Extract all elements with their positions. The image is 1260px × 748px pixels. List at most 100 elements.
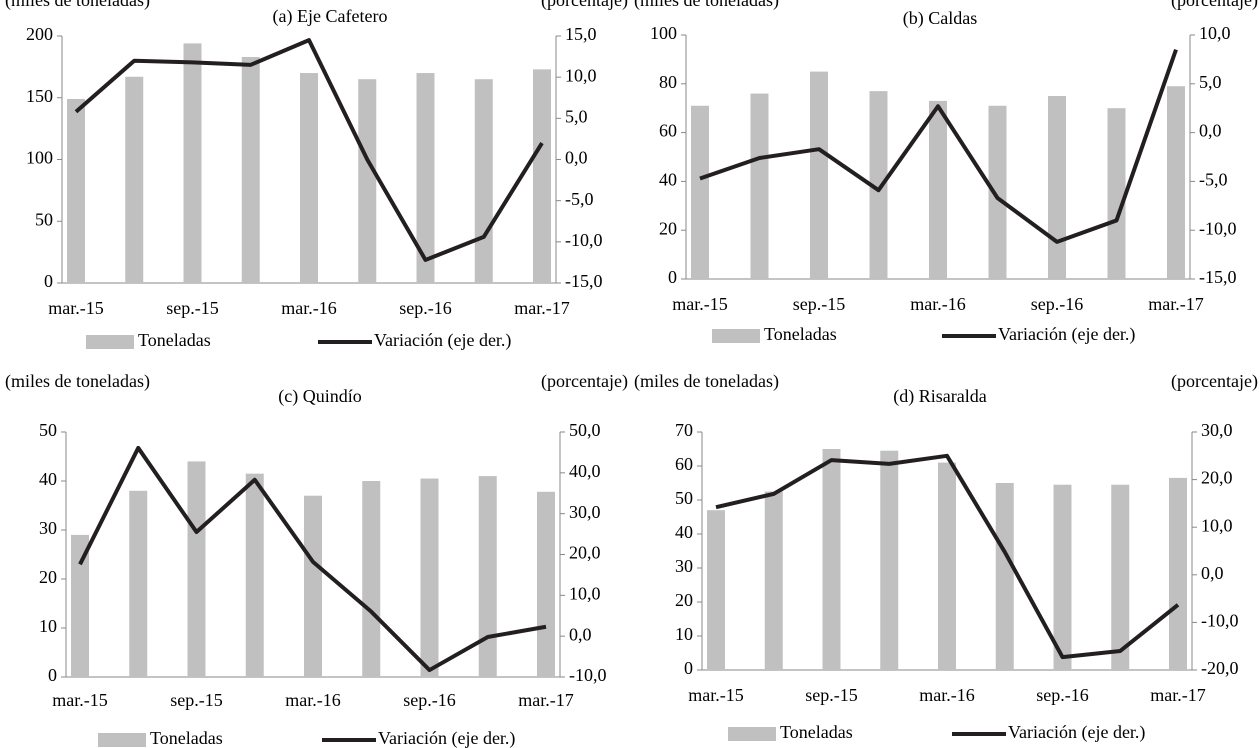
y2-tick-label: 15,0 <box>565 24 597 44</box>
bar <box>67 98 85 283</box>
x-tick-label: mar.-15 <box>688 685 744 705</box>
y-tick-label: 0 <box>684 658 693 678</box>
bar <box>1169 477 1187 670</box>
x-tick-label: mar.-17 <box>514 298 570 318</box>
y-unit: (miles de toneladas) <box>5 371 150 392</box>
x-tick-label: mar.-15 <box>672 294 728 314</box>
bar <box>988 105 1007 279</box>
bar <box>1048 96 1066 279</box>
y2-tick-label: 20,0 <box>1201 468 1233 488</box>
x-tick-label: mar.-17 <box>1148 294 1204 314</box>
legend-label: Toneladas <box>138 330 211 350</box>
bar <box>241 56 260 284</box>
bar <box>129 490 148 677</box>
legend-label: Variación (eje der.) <box>374 330 511 351</box>
x-tick-label: sep.-16 <box>1031 294 1084 314</box>
bar <box>300 73 318 283</box>
y-tick-label: 0 <box>48 665 57 685</box>
line <box>78 445 547 673</box>
x-tick-label: mar.-17 <box>518 690 574 710</box>
bar <box>478 476 497 677</box>
y2-tick-label: 0,0 <box>565 148 588 168</box>
y2-tick-label: -10,0 <box>569 665 607 685</box>
y-tick-label: 100 <box>650 23 677 43</box>
y-tick-label: 30 <box>675 556 693 576</box>
y-tick-label: 20 <box>675 590 693 610</box>
y-tick-label: 60 <box>659 121 677 141</box>
chart-title: (b) Caldas <box>903 8 977 29</box>
y2-tick-label: 20,0 <box>569 543 601 563</box>
x-tick-label: mar.-16 <box>919 685 975 705</box>
bar <box>938 462 956 670</box>
bar <box>474 79 493 283</box>
y2-tick-label: 5,0 <box>565 106 588 126</box>
y2-tick-label: 0,0 <box>569 624 592 644</box>
y-tick-label: 10 <box>675 624 693 644</box>
legend-label: Toneladas <box>764 324 837 344</box>
bar <box>187 461 206 677</box>
legend-label: Variación (eje der.) <box>378 728 515 748</box>
y-unit: (miles de toneladas) <box>634 371 779 392</box>
y2-tick-label: -10,0 <box>1201 611 1239 631</box>
y-tick-label: 40 <box>39 469 57 489</box>
bar <box>822 449 841 670</box>
x-tick-label: mar.-16 <box>281 298 337 318</box>
bar <box>929 100 947 279</box>
chart-title: (a) Eje Cafetero <box>273 6 388 27</box>
y-tick-label: 40 <box>659 170 677 190</box>
bar <box>995 483 1014 670</box>
x-tick-label: sep.-16 <box>1036 685 1089 705</box>
y-tick-label: 100 <box>26 148 53 168</box>
x-tick-label: mar.-15 <box>52 690 108 710</box>
bar <box>764 491 783 670</box>
y2-tick-label: -10,0 <box>1199 218 1237 238</box>
bar <box>880 450 899 670</box>
y-tick-label: 60 <box>675 454 693 474</box>
y2-tick-label: -5,0 <box>1199 170 1228 190</box>
y-unit: (miles de toneladas) <box>5 0 150 11</box>
x-tick-label: sep.-15 <box>166 298 219 318</box>
y2-tick-label: 30,0 <box>569 502 601 522</box>
y-tick-label: 50 <box>35 209 53 229</box>
y-tick-label: 0 <box>668 267 677 287</box>
bar <box>691 105 709 279</box>
legend-swatch <box>86 335 134 349</box>
legend-swatch <box>712 329 760 343</box>
bar <box>304 495 322 677</box>
x-tick-label: sep.-15 <box>805 685 858 705</box>
y2-tick-label: 10,0 <box>565 65 597 85</box>
bar <box>869 91 888 280</box>
bar <box>707 510 725 670</box>
y2-tick-label: -15,0 <box>565 271 603 291</box>
x-tick-label: sep.-16 <box>399 298 452 318</box>
y-tick-label: 50 <box>675 488 693 508</box>
line <box>74 38 544 262</box>
y-tick-label: 0 <box>44 271 53 291</box>
y2-tick-label: 0,0 <box>1199 121 1222 141</box>
y-tick-label: 50 <box>39 420 57 440</box>
x-tick-label: mar.-16 <box>285 690 341 710</box>
bar <box>245 473 264 677</box>
y-tick-label: 80 <box>659 72 677 92</box>
bar <box>183 43 202 283</box>
y2-tick-label: 10,0 <box>1201 515 1233 535</box>
line <box>699 48 1178 244</box>
bar <box>358 79 377 283</box>
legend-label: Toneladas <box>780 722 853 742</box>
line <box>715 453 1180 660</box>
legend-label: Variación (eje der.) <box>998 324 1135 345</box>
y2-tick-label: 30,0 <box>1201 420 1233 440</box>
x-tick-label: sep.-15 <box>793 294 846 314</box>
y-tick-label: 10 <box>39 616 57 636</box>
x-tick-label: mar.-16 <box>910 294 966 314</box>
y2-tick-label: 50,0 <box>569 420 601 440</box>
bar <box>1107 108 1126 279</box>
y2-tick-label: -20,0 <box>1201 658 1239 678</box>
y2-tick-label: -15,0 <box>1199 267 1237 287</box>
y-unit: (miles de toneladas) <box>634 0 779 11</box>
y2-tick-label: 10,0 <box>569 583 601 603</box>
y-tick-label: 150 <box>26 86 53 106</box>
chart-title: (d) Risaralda <box>893 386 986 407</box>
y-tick-label: 70 <box>675 420 693 440</box>
